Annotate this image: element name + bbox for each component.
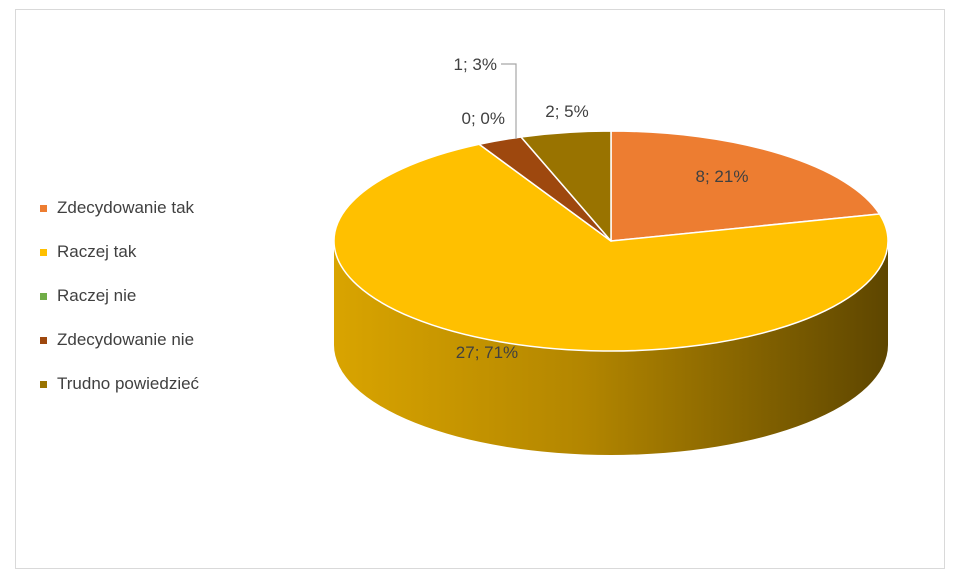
legend: Zdecydowanie tak Raczej tak Raczej nie Z…	[40, 197, 300, 417]
pie-side-raczej-tak	[334, 241, 888, 455]
legend-swatch	[40, 292, 47, 300]
legend-swatch	[40, 248, 47, 256]
pie-slice-zdecydowanie-tak	[610, 130, 881, 242]
pie-top-layer	[333, 130, 889, 352]
legend-item-zdecydowanie-tak: Zdecydowanie tak	[40, 197, 300, 219]
pie-slice-trudno-powiedziec	[520, 130, 612, 242]
data-label-raczej-tak: 27; 71%	[456, 343, 518, 362]
data-label-zdecydowanie-tak: 8; 21%	[696, 167, 749, 186]
pie-slice-raczej-tak	[333, 143, 889, 352]
legend-label: Raczej nie	[57, 286, 137, 305]
legend-label: Raczej tak	[57, 242, 137, 261]
leader-line	[501, 63, 517, 139]
pie-label-layer: 8; 21% 27; 71% 0; 0% 1; 3% 2; 5%	[454, 55, 749, 362]
legend-label: Zdecydowanie nie	[57, 330, 195, 349]
legend-item-trudno-powiedziec: Trudno powiedzieć	[40, 373, 300, 395]
legend-item-raczej-tak: Raczej tak	[40, 241, 300, 263]
legend-swatch	[40, 204, 47, 212]
legend-item-zdecydowanie-nie: Zdecydowanie nie	[40, 329, 300, 351]
legend-swatch	[40, 380, 47, 388]
data-label-raczej-nie: 0; 0%	[462, 109, 505, 128]
legend-item-raczej-nie: Raczej nie	[40, 285, 300, 307]
legend-swatch	[40, 336, 47, 344]
data-label-zdecydowanie-nie: 1; 3%	[454, 55, 497, 74]
data-label-trudno-powiedziec: 2; 5%	[545, 102, 588, 121]
legend-label: Trudno powiedzieć	[57, 374, 200, 393]
pie-side-layer	[334, 241, 888, 455]
legend-label: Zdecydowanie tak	[57, 198, 195, 217]
